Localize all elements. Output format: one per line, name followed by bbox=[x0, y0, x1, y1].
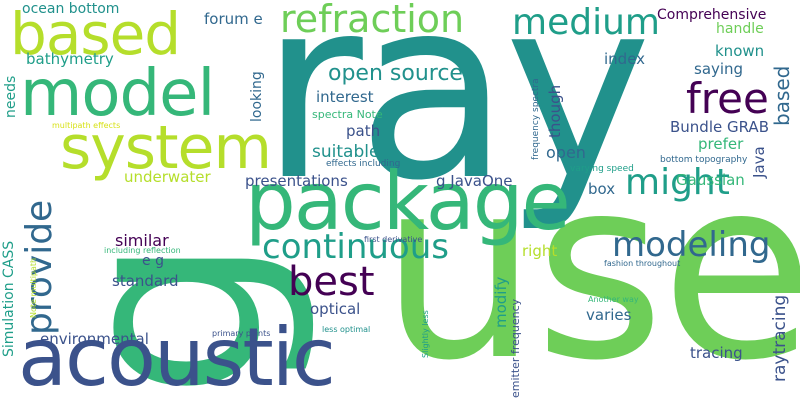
word-note-multipath: Note multipath bbox=[29, 257, 38, 318]
word-looking: looking bbox=[249, 71, 265, 122]
word-fashion-throughout: fashion throughout bbox=[604, 259, 681, 268]
word-first-derivative: first derivative bbox=[364, 235, 423, 244]
word-less-optimal: less optimal bbox=[322, 325, 371, 334]
word-prefer: prefer bbox=[698, 135, 744, 153]
word-similar: similar bbox=[115, 231, 169, 250]
word-handle: handle bbox=[716, 21, 764, 37]
word-system: system bbox=[60, 113, 272, 183]
word-modify: modify bbox=[492, 276, 510, 328]
word-bundle-grab: Bundle GRAB bbox=[670, 118, 769, 136]
word-open: open bbox=[546, 143, 586, 162]
word-free: free bbox=[686, 74, 769, 123]
word-provide: provide bbox=[19, 199, 60, 335]
word-path: path bbox=[346, 122, 381, 140]
word-based-top: based bbox=[10, 0, 181, 68]
word-right: right bbox=[522, 242, 558, 260]
word-might: might bbox=[625, 162, 730, 203]
word-spectra-note: spectra Note bbox=[312, 108, 383, 121]
word-known: known bbox=[715, 42, 765, 60]
word-primary-points: primary points bbox=[212, 329, 271, 338]
word-interest: interest bbox=[316, 88, 374, 106]
word-modeling: modeling bbox=[612, 225, 771, 265]
word-optical: optical bbox=[310, 300, 361, 318]
word-open-source: open source bbox=[328, 61, 463, 86]
word-varying-speed: varying speed bbox=[570, 164, 634, 174]
word-slightly-less: Slightly less bbox=[421, 310, 430, 358]
word-presentations: presentations bbox=[245, 172, 348, 190]
word-refraction: refraction bbox=[280, 0, 465, 41]
word-including-reflection: including reflection bbox=[104, 246, 181, 255]
word-tracing: tracing bbox=[690, 344, 743, 362]
word-model: model bbox=[20, 57, 215, 131]
word-based-right: based bbox=[770, 65, 794, 126]
word-varies: varies bbox=[586, 306, 632, 324]
word-gaussian: Gaussian bbox=[676, 171, 745, 189]
word-ocean-bottom: ocean bottom bbox=[22, 1, 120, 17]
word-index: index bbox=[604, 50, 646, 68]
word-raytracing: raytracing bbox=[770, 294, 790, 382]
word-acoustic: acoustic bbox=[18, 311, 336, 400]
word-environmental: environmental bbox=[40, 330, 149, 348]
word-java: Java bbox=[750, 146, 768, 178]
word-medium: medium bbox=[512, 2, 660, 43]
word-bottom-topography: bottom topography bbox=[660, 155, 748, 165]
word-box: box bbox=[588, 180, 616, 198]
word-ray: ray bbox=[260, 0, 652, 235]
word-simulation-cass: Simulation CASS bbox=[1, 240, 17, 357]
word-package: package bbox=[245, 155, 571, 248]
word-g-javaone: g JavaOne bbox=[436, 172, 513, 190]
word-best: best bbox=[288, 259, 375, 305]
word-emitter-frequency: emitter frequency bbox=[509, 298, 522, 398]
word-standard: standard bbox=[112, 272, 179, 290]
word-continuous: continuous bbox=[262, 227, 449, 267]
word-needs: needs bbox=[3, 75, 19, 118]
word-frequency-spectra: frequency spectra bbox=[531, 78, 541, 160]
word-effects-including: effects including bbox=[326, 159, 401, 169]
word-though: though bbox=[546, 84, 564, 138]
word-underwater: underwater bbox=[124, 168, 211, 186]
word-bathymetry: bathymetry bbox=[26, 50, 114, 68]
word-multipath-effects: multipath effects bbox=[52, 121, 121, 130]
word-suitable: suitable bbox=[312, 142, 380, 162]
word-another-way: Another way bbox=[588, 295, 639, 304]
word-use: use bbox=[380, 124, 800, 400]
word-e-g: e g bbox=[142, 253, 164, 269]
word-comprehensive: Comprehensive bbox=[657, 7, 767, 23]
word-saying: saying bbox=[694, 60, 744, 78]
word-forum-e: forum e bbox=[204, 10, 263, 28]
